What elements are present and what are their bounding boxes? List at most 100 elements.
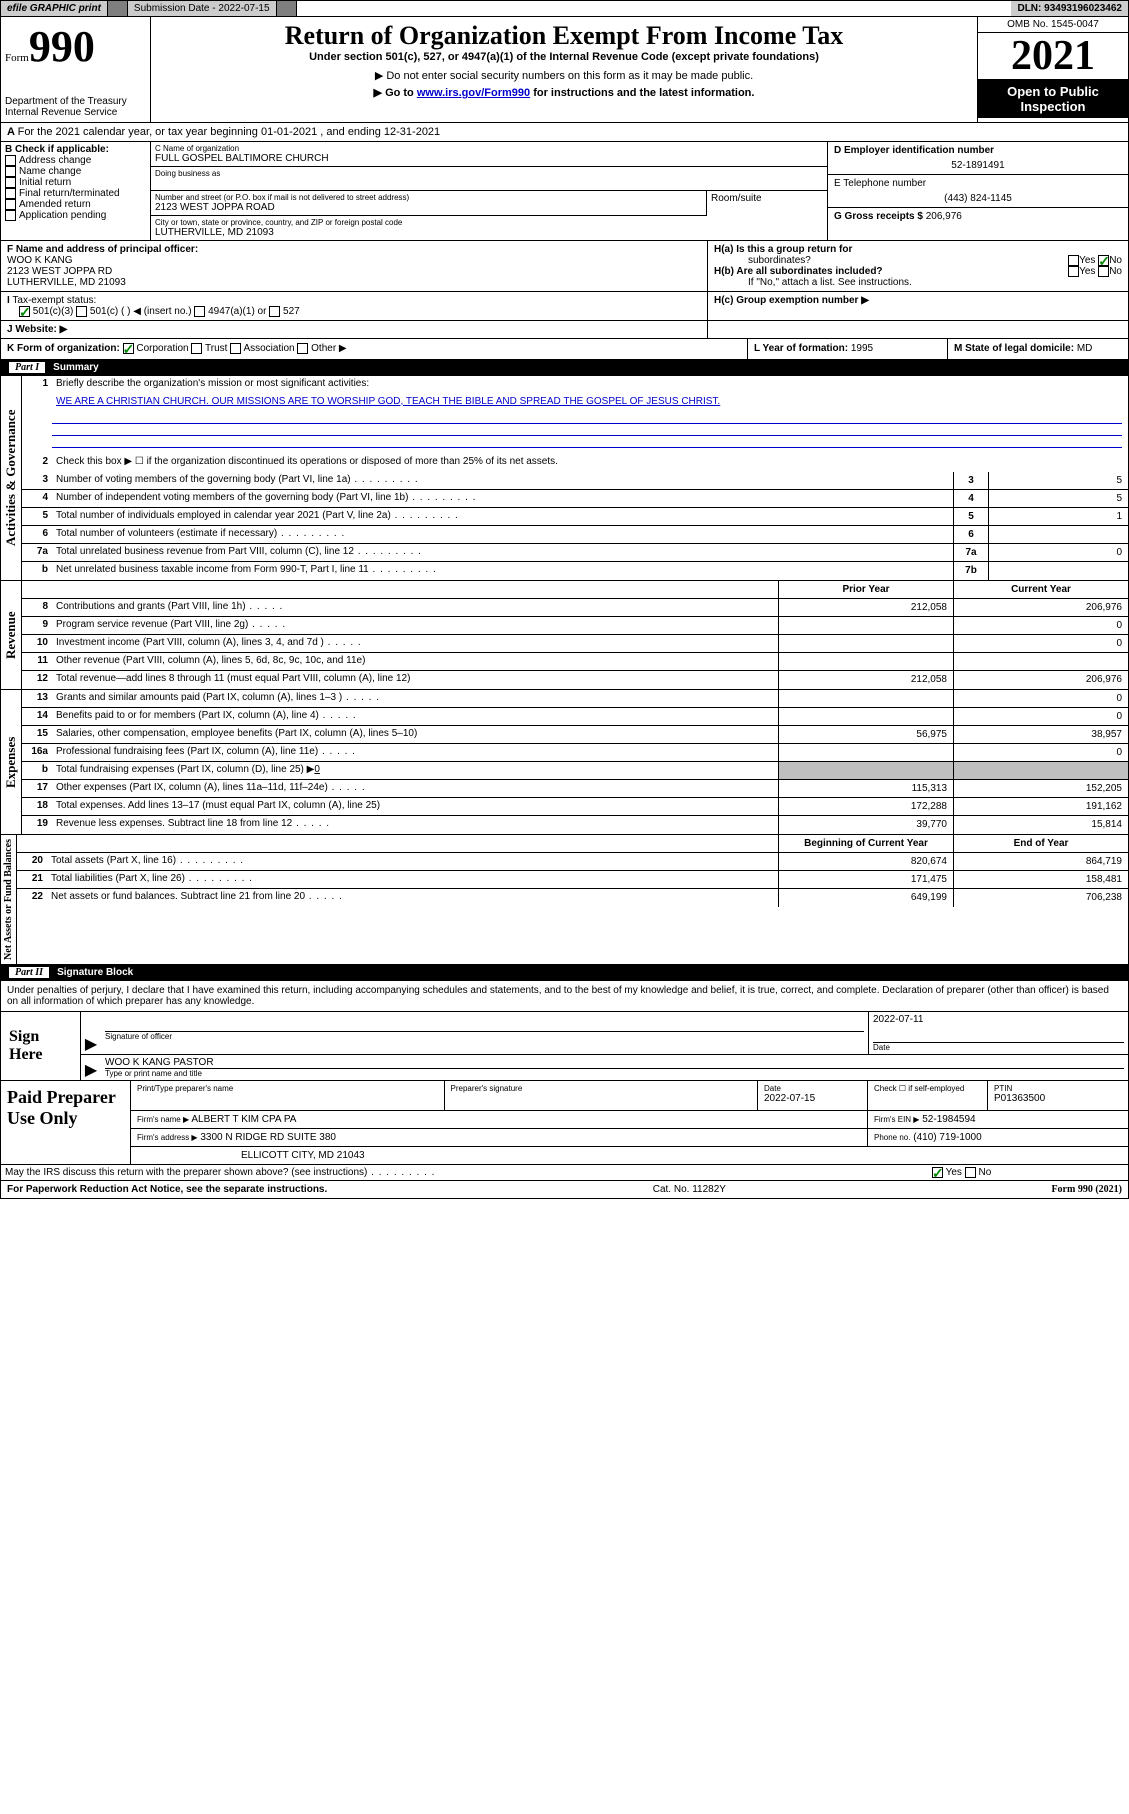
p10: [778, 635, 953, 652]
discuss-no-checkbox[interactable]: [965, 1167, 976, 1178]
page-footer: For Paperwork Reduction Act Notice, see …: [0, 1181, 1129, 1199]
4947-label: 4947(a)(1) or: [208, 306, 266, 317]
ptin-label: PTIN: [994, 1084, 1122, 1093]
discuss-yes-checkbox[interactable]: [932, 1167, 943, 1178]
p17: 115,313: [778, 780, 953, 797]
section-j: J Website: ▶: [1, 321, 708, 338]
tax-year-range: For the 2021 calendar year, or tax year …: [18, 126, 441, 138]
dba-label: Doing business as: [155, 169, 823, 178]
q19: Revenue less expenses. Subtract line 18 …: [52, 816, 778, 834]
officer-label: F Name and address of principal officer:: [7, 244, 701, 255]
c12: 206,976: [953, 671, 1128, 689]
501c3-checkbox[interactable]: [19, 306, 30, 317]
p14: [778, 708, 953, 725]
hb-no-checkbox[interactable]: [1098, 266, 1109, 277]
m-value: MD: [1077, 343, 1093, 354]
sig-date-label: Date: [873, 1043, 1124, 1052]
q8: Contributions and grants (Part VIII, lin…: [52, 599, 778, 616]
501c-checkbox[interactable]: [76, 306, 87, 317]
assoc-checkbox[interactable]: [230, 343, 241, 354]
initial-return-checkbox[interactable]: [5, 177, 16, 188]
section-h: H(a) Is this a group return for subordin…: [708, 241, 1128, 291]
gross-label: G Gross receipts $: [834, 211, 923, 222]
q4-text: Number of independent voting members of …: [52, 490, 953, 507]
q1-text: Briefly describe the organization's miss…: [52, 376, 1128, 394]
officer-sig-label: Signature of officer: [105, 1032, 864, 1041]
q16a: Professional fundraising fees (Part IX, …: [52, 744, 778, 761]
mission-text[interactable]: WE ARE A CHRISTIAN CHURCH. OUR MISSIONS …: [56, 396, 720, 407]
m-label: M State of legal domicile:: [954, 343, 1074, 354]
q10: Investment income (Part VIII, column (A)…: [52, 635, 778, 652]
blank-button-2[interactable]: [277, 1, 297, 16]
vlabel-governance: Activities & Governance: [1, 376, 22, 580]
officer-street: 2123 WEST JOPPA RD: [7, 266, 701, 277]
dba-value: [155, 178, 823, 188]
firm-phone-value: (410) 719-1000: [913, 1132, 981, 1143]
summary-expenses: Expenses 13Grants and similar amounts pa…: [0, 690, 1129, 835]
c22: 706,238: [953, 889, 1128, 907]
4947-checkbox[interactable]: [194, 306, 205, 317]
q13: Grants and similar amounts paid (Part IX…: [52, 690, 778, 707]
boy-hdr: Beginning of Current Year: [778, 835, 953, 852]
underline-3: [52, 436, 1122, 448]
ha-no-checkbox[interactable]: [1098, 255, 1109, 266]
firm-name-label: Firm's name ▶: [137, 1115, 189, 1124]
q7b-text: Net unrelated business taxable income fr…: [52, 562, 953, 580]
corp-checkbox[interactable]: [123, 343, 134, 354]
vlabel-revenue: Revenue: [1, 581, 22, 689]
discuss-yes: Yes: [946, 1167, 962, 1178]
street-label: Number and street (or P.O. box if mail i…: [155, 193, 702, 202]
section-b: B Check if applicable: Address change Na…: [1, 142, 151, 240]
top-bar: efile GRAPHIC print Submission Date - 20…: [0, 0, 1129, 17]
summary-revenue: Revenue Prior YearCurrent Year 8Contribu…: [0, 581, 1129, 690]
gross-value: 206,976: [926, 211, 962, 222]
section-c: C Name of organization FULL GOSPEL BALTI…: [151, 142, 828, 240]
p15: 56,975: [778, 726, 953, 743]
c16a: 0: [953, 744, 1128, 761]
irs-link[interactable]: www.irs.gov/Form990: [417, 87, 530, 99]
q5-text: Total number of individuals employed in …: [52, 508, 953, 525]
firm-addr2-value: ELLICOTT CITY, MD 21043: [131, 1147, 1128, 1164]
final-return-checkbox[interactable]: [5, 188, 16, 199]
officer-city: LUTHERVILLE, MD 21093: [7, 277, 701, 288]
initial-return-label: Initial return: [19, 177, 71, 188]
part-ii-header: Part II Signature Block: [0, 965, 1129, 981]
p16b-shade: [778, 762, 953, 779]
blank-button[interactable]: [108, 1, 128, 16]
app-pending-checkbox[interactable]: [5, 210, 16, 221]
firm-name-value: ALBERT T KIM CPA PA: [191, 1114, 296, 1125]
q12: Total revenue—add lines 8 through 11 (mu…: [52, 671, 778, 689]
hb-yes: Yes: [1079, 266, 1095, 277]
addr-change-checkbox[interactable]: [5, 155, 16, 166]
hb-label: H(b) Are all subordinates included?: [714, 266, 883, 277]
name-change-label: Name change: [19, 166, 81, 177]
omb-number: OMB No. 1545-0047: [978, 17, 1128, 33]
q11: Other revenue (Part VIII, column (A), li…: [52, 653, 778, 670]
arrow-icon-2: ▶: [81, 1055, 101, 1080]
name-change-checkbox[interactable]: [5, 166, 16, 177]
section-deg: D Employer identification number 52-1891…: [828, 142, 1128, 240]
trust-checkbox[interactable]: [191, 343, 202, 354]
hb-yes-checkbox[interactable]: [1068, 266, 1079, 277]
p9: [778, 617, 953, 634]
underline-1: [52, 412, 1122, 424]
prep-date-value: 2022-07-15: [764, 1093, 861, 1104]
dln-label: DLN: 93493196023462: [1011, 1, 1128, 16]
goto-post: for instructions and the latest informat…: [530, 87, 754, 99]
section-f: F Name and address of principal officer:…: [1, 241, 708, 291]
l-value: 1995: [851, 343, 873, 354]
ha-yes-checkbox[interactable]: [1068, 255, 1079, 266]
sig-date-value: 2022-07-11: [873, 1014, 1124, 1025]
q17: Other expenses (Part IX, column (A), lin…: [52, 780, 778, 797]
p20: 820,674: [778, 853, 953, 870]
phone-label: E Telephone number: [834, 178, 1122, 189]
print-name-value: [137, 1093, 438, 1107]
c9: 0: [953, 617, 1128, 634]
other-checkbox[interactable]: [297, 343, 308, 354]
527-checkbox[interactable]: [269, 306, 280, 317]
amended-checkbox[interactable]: [5, 199, 16, 210]
efile-label[interactable]: efile GRAPHIC print: [1, 1, 108, 16]
form-ref: Form 990 (2021): [1051, 1184, 1122, 1195]
open-to-public: Open to Public Inspection: [978, 80, 1128, 118]
date-line: [873, 1025, 1124, 1043]
